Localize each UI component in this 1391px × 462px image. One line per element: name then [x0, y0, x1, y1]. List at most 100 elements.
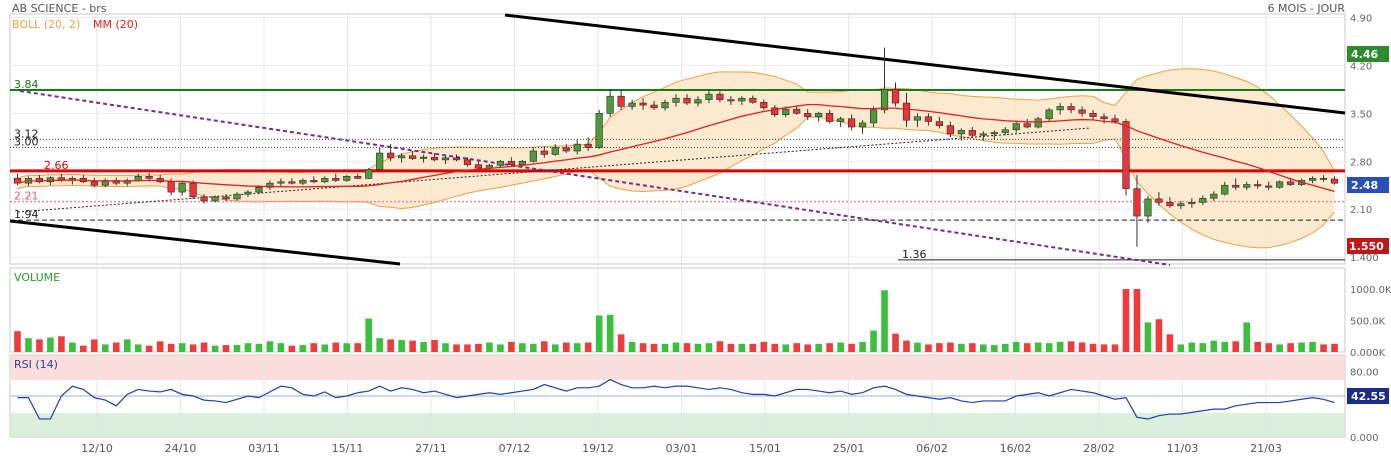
volume-bar	[903, 340, 910, 352]
volume-bar	[508, 341, 515, 352]
candle	[1276, 180, 1284, 189]
volume-bar	[990, 345, 998, 352]
candle-body	[529, 150, 537, 162]
candle	[771, 105, 779, 117]
level-label-1.36: 1.36	[902, 248, 927, 261]
candle-body	[990, 132, 998, 135]
level-label-2.21: 2.21	[14, 190, 39, 203]
volume-tick-label: 0.000K	[1350, 348, 1386, 359]
candle-body	[573, 143, 581, 152]
volume-bar	[683, 343, 691, 352]
volume-bar	[266, 341, 274, 352]
candle	[299, 178, 307, 186]
candle-body	[595, 113, 603, 148]
level-label-3.84: 3.84	[14, 78, 39, 91]
candle-body	[935, 121, 943, 126]
candle	[815, 111, 823, 122]
candle	[584, 137, 592, 151]
candle-body	[310, 180, 318, 183]
volume-bar	[661, 343, 669, 352]
candle	[1319, 174, 1328, 182]
candle	[1089, 109, 1097, 121]
candle-body	[1265, 185, 1273, 188]
volume-bar	[1012, 341, 1020, 352]
candle-body	[409, 155, 417, 159]
candle	[1166, 196, 1174, 208]
candle-body	[1100, 116, 1108, 120]
bollinger-lower-line	[17, 116, 1335, 249]
trend-lines	[9, 13, 1346, 266]
candle	[595, 109, 603, 149]
volume-bar	[156, 341, 164, 352]
badge-rsi-bg	[1347, 388, 1389, 404]
price-tick-label: 4.20	[1350, 61, 1372, 72]
candle-body	[782, 108, 790, 115]
candle	[1188, 198, 1196, 208]
moving-average	[17, 103, 1335, 193]
candle-body	[189, 182, 197, 198]
candle-body	[639, 102, 647, 106]
candle	[606, 89, 614, 117]
legend-boll: BOLL (20, 2)	[12, 18, 80, 31]
candle	[617, 89, 625, 110]
volume-bar	[1133, 289, 1141, 352]
candle	[683, 94, 691, 106]
candle	[1001, 127, 1009, 136]
volume-bar	[837, 342, 844, 352]
candle-body	[332, 178, 340, 181]
candle-body	[376, 152, 384, 170]
volume-bar	[1265, 343, 1272, 352]
volume-bar	[716, 341, 724, 352]
candle	[705, 89, 713, 104]
volume-bar	[409, 340, 416, 352]
volume-bar	[464, 344, 471, 352]
candle-body	[518, 160, 526, 165]
volume-bar	[1023, 343, 1031, 352]
candle-body	[968, 130, 976, 136]
candle	[211, 195, 219, 203]
candle	[628, 99, 636, 110]
volume-bar	[398, 340, 405, 352]
volume-bar	[1221, 341, 1229, 352]
price-tick-label: 3.50	[1350, 109, 1372, 120]
volume-bar	[332, 342, 340, 352]
candle-body	[880, 89, 889, 111]
volume-bar	[80, 345, 87, 352]
candle	[540, 146, 548, 158]
candle-body	[255, 186, 263, 193]
volume-bar	[815, 343, 822, 352]
rsi-overbought-zone	[10, 355, 1345, 380]
candle-body	[1045, 109, 1053, 120]
candle-body	[1188, 202, 1196, 205]
candle-body	[946, 125, 954, 135]
candle-body	[661, 102, 669, 109]
volume-bar	[771, 343, 779, 352]
volume-bar	[628, 341, 636, 352]
volume-bar	[881, 290, 888, 352]
candle	[200, 194, 208, 204]
candle-body	[299, 180, 307, 184]
volume-bar	[1243, 322, 1251, 352]
volume-bar	[36, 339, 43, 352]
candle-body	[1078, 109, 1086, 114]
volume-bar	[892, 333, 899, 352]
candle	[189, 180, 197, 199]
volume-tick-label: 500.0K	[1350, 317, 1386, 328]
candle	[990, 130, 998, 140]
candle-body	[1012, 123, 1020, 131]
volume-bar	[530, 343, 537, 352]
volume-bar	[1177, 344, 1185, 352]
candle-body	[496, 160, 504, 166]
date-tick-label: 28/02	[1083, 442, 1115, 455]
volume-bar	[639, 343, 647, 352]
volume-bar	[486, 342, 493, 352]
badge-last: 2.48	[1347, 177, 1389, 193]
candle	[869, 106, 878, 128]
volume-bar	[47, 337, 54, 352]
candle	[1265, 181, 1273, 191]
trendline-dotted-up	[17, 127, 1091, 213]
candle	[1308, 176, 1317, 184]
volume-bar	[870, 330, 877, 352]
candle	[891, 82, 900, 107]
volume-bar	[947, 342, 954, 352]
